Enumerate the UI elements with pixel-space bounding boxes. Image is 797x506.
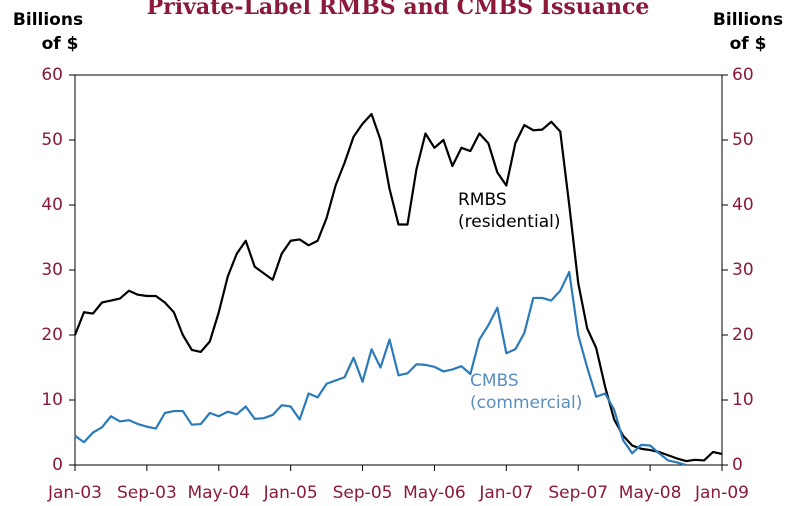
plot-frame <box>74 74 723 466</box>
x-tick-label: Jan-03 <box>47 483 102 503</box>
y-tick-label: 20 <box>41 325 63 345</box>
series-label: CMBS <box>470 371 519 391</box>
series-line <box>74 270 687 467</box>
y-tick-label: 0 <box>52 455 63 475</box>
y2-tick-label: 50 <box>732 130 754 150</box>
y-tick-label: 40 <box>41 195 63 215</box>
x-tick-label: May-06 <box>403 483 466 503</box>
y-tick-label: 30 <box>41 260 63 280</box>
y2-tick-label: 40 <box>732 195 754 215</box>
y2-tick-label: 20 <box>732 325 754 345</box>
x-tick-label: May-08 <box>619 483 682 503</box>
y2-axis-label: of $ <box>730 34 767 54</box>
series-label: RMBS <box>458 190 507 210</box>
y2-tick-label: 60 <box>732 65 754 85</box>
chart-title: Private-Label RMBS and CMBS Issuance <box>147 0 650 20</box>
x-tick-label: Jan-09 <box>694 483 749 503</box>
y-tick-label: 50 <box>41 130 63 150</box>
y2-tick-label: 30 <box>732 260 754 280</box>
x-tick-label: Sep-07 <box>548 483 608 503</box>
x-tick-label: Jan-05 <box>263 483 318 503</box>
series-label: (commercial) <box>470 393 582 413</box>
series-label: (residential) <box>458 212 560 232</box>
x-tick-label: Jan-07 <box>478 483 533 503</box>
series-line <box>73 112 723 463</box>
y2-tick-label: 10 <box>732 390 754 410</box>
x-tick-label: Sep-05 <box>333 483 393 503</box>
y-tick-label: 10 <box>41 390 63 410</box>
y-tick-label: 60 <box>41 65 63 85</box>
y2-axis-label: Billions <box>713 10 783 30</box>
x-tick-label: May-04 <box>187 483 250 503</box>
y-axis-label: Billions <box>13 10 83 30</box>
y-axis-label: of $ <box>42 34 79 54</box>
x-tick-label: Sep-03 <box>117 483 177 503</box>
y2-tick-label: 0 <box>732 455 743 475</box>
